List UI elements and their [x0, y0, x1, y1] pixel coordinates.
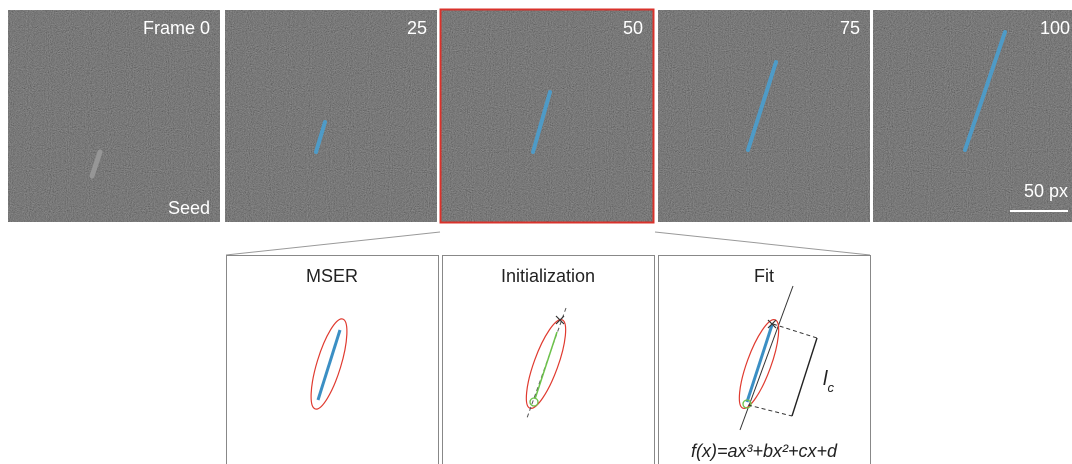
panel-frame — [227, 256, 439, 464]
frame-label: 100 — [1040, 18, 1070, 38]
frame-label: 75 — [840, 18, 860, 38]
formula: f(x)=ax³+bx²+cx+d — [691, 441, 838, 461]
frame-label: 50 — [623, 18, 643, 38]
panel-title: Initialization — [501, 266, 595, 286]
panel-mser: MSER — [227, 256, 439, 464]
panel-frame — [659, 256, 871, 464]
frame-label: Frame 0 — [143, 18, 210, 38]
length-label-sub: c — [827, 380, 834, 395]
figure: Frame 0 Seed 25 50 75 100 50 px MSER Initializ… — [0, 0, 1072, 464]
frame-noise — [441, 10, 653, 222]
panel-initialization: Initialization — [443, 256, 655, 464]
frame-label: 25 — [407, 18, 427, 38]
zoom-line — [655, 232, 870, 255]
frame-strip: Frame 0 Seed 25 50 75 100 50 px — [8, 10, 1072, 223]
frame-note: Seed — [168, 198, 210, 218]
frame-noise — [8, 10, 220, 222]
frame-noise — [225, 10, 437, 222]
panel-title: MSER — [306, 266, 358, 286]
scale-bar-label: 50 px — [1024, 181, 1068, 201]
panel-title: Fit — [754, 266, 774, 286]
panel-fit: Fit lc f(x)=ax³+bx²+cx+d — [659, 256, 871, 464]
frame-noise — [658, 10, 870, 222]
zoom-line — [226, 232, 440, 255]
